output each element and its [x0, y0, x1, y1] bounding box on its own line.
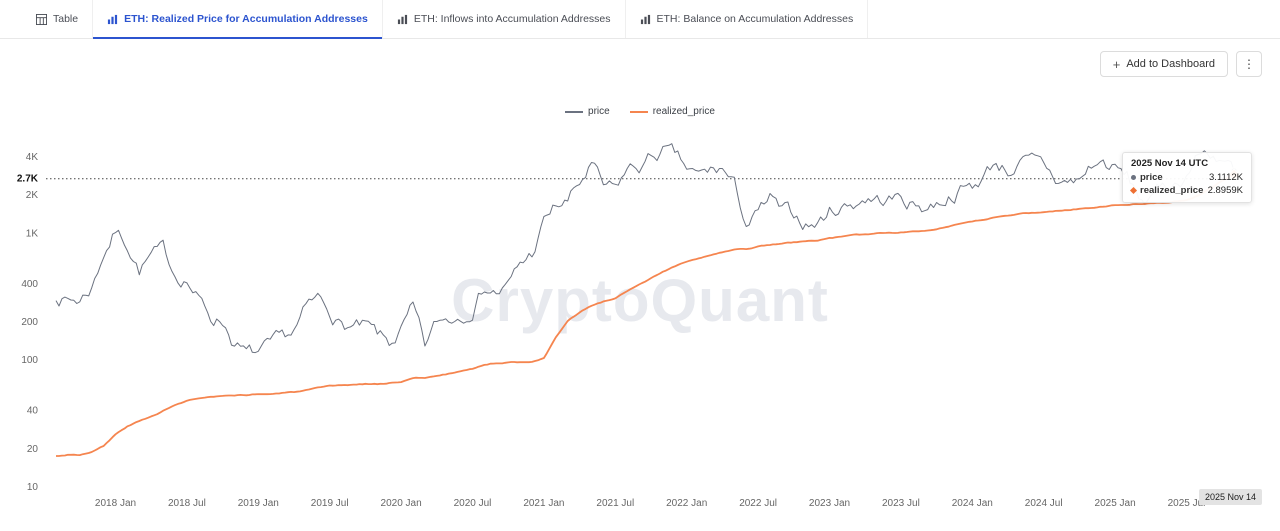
x-tick-label: 2025 Jan: [1095, 498, 1136, 509]
price-dot-icon: [1131, 175, 1136, 180]
x-tick-label: 2025 Jul: [1168, 498, 1206, 509]
realized-price-diamond-icon: [1129, 186, 1138, 195]
tooltip-series-name: price: [1140, 172, 1163, 183]
x-tick-label: 2021 Jan: [523, 498, 564, 509]
realized-price-line-swatch: [629, 110, 648, 113]
add-to-dashboard-label: Add to Dashboard: [1126, 58, 1215, 70]
realized_price-line: [56, 173, 1235, 457]
toolbar-actions: + Add to Dashboard ⋮: [1099, 51, 1262, 77]
chart-legend: price realized_price: [0, 106, 1280, 117]
x-tick-label: 2019 Jul: [311, 498, 349, 509]
legend-item-realized-price[interactable]: realized_price: [629, 106, 715, 117]
chart-tooltip: 2025 Nov 14 UTC price 3.1112K realized_p…: [1122, 152, 1252, 203]
cryptoquant-watermark: CryptoQuant: [451, 267, 829, 334]
tab-table[interactable]: Table: [22, 0, 94, 38]
kebab-menu-icon: ⋮: [1243, 57, 1255, 71]
tooltip-row-realized-price: realized_price 2.8959K: [1129, 185, 1243, 196]
x-tick-label: 2018 Jul: [168, 498, 206, 509]
tooltip-series-name: realized_price: [1140, 185, 1204, 196]
x-tick-label: 2019 Jan: [238, 498, 279, 509]
y-tick-label: 100: [21, 355, 38, 366]
tooltip-date: 2025 Nov 14 UTC: [1131, 158, 1209, 169]
x-tick-label: 2022 Jan: [666, 498, 707, 509]
tab-label: Table: [53, 13, 79, 25]
x-tick-label: 2023 Jan: [809, 498, 850, 509]
y-tick-label: 4K: [26, 152, 39, 163]
legend-label: price: [588, 106, 610, 117]
x-axis-hover-badge: 2025 Nov 14: [1199, 489, 1263, 505]
y-tick-label: 40: [27, 406, 39, 417]
x-tick-label: 2020 Jan: [381, 498, 422, 509]
tooltip-series-value: 2.8959K: [1207, 185, 1243, 196]
y-tick-label: 20: [27, 444, 39, 455]
y-tick-label: 10: [27, 482, 39, 493]
x-tick-label: 2020 Jul: [454, 498, 492, 509]
tab-label: ETH: Realized Price for Accumulation Add…: [124, 13, 368, 25]
legend-label: realized_price: [652, 106, 715, 117]
add-to-dashboard-button[interactable]: + Add to Dashboard: [1099, 51, 1228, 77]
more-menu-button[interactable]: ⋮: [1236, 51, 1262, 77]
x-tick-label: 2024 Jan: [952, 498, 993, 509]
tab-inflows[interactable]: ETH: Inflows into Accumulation Addresses: [383, 0, 626, 38]
y-tick-label: 2K: [26, 190, 39, 201]
ref-line-label: 2.7K: [17, 174, 39, 185]
price-line: [55, 143, 1235, 354]
x-tick-label: 2018 Jan: [95, 498, 136, 509]
tooltip-series-value: 3.1112K: [1209, 172, 1243, 183]
tooltip-row-price: price 3.1112K: [1131, 172, 1243, 183]
tab-label: ETH: Balance on Accumulation Addresses: [656, 13, 854, 25]
tab-bar: Table ETH: Realized Price for Accumulati…: [0, 0, 1280, 39]
y-tick-label: 1K: [26, 228, 39, 239]
y-tick-label: 200: [21, 317, 38, 328]
y-tick-label: 400: [21, 279, 38, 290]
tab-balance[interactable]: ETH: Balance on Accumulation Addresses: [626, 0, 869, 38]
table-icon: [36, 13, 47, 25]
tab-realized-price[interactable]: ETH: Realized Price for Accumulation Add…: [93, 0, 383, 39]
bar-chart-icon: [397, 14, 408, 25]
price-line-swatch: [565, 110, 584, 113]
bar-chart-icon: [107, 14, 118, 25]
tab-label: ETH: Inflows into Accumulation Addresses: [413, 13, 611, 25]
x-tick-label: 2023 Jul: [882, 498, 920, 509]
bar-chart-icon: [640, 14, 651, 25]
x-tick-label: 2022 Jul: [739, 498, 777, 509]
plus-icon: +: [1112, 56, 1121, 72]
x-tick-label: 2021 Jul: [596, 498, 634, 509]
x-tick-label: 2024 Jul: [1025, 498, 1063, 509]
legend-item-price[interactable]: price: [565, 106, 610, 117]
tab-bar-padding: [0, 0, 22, 38]
